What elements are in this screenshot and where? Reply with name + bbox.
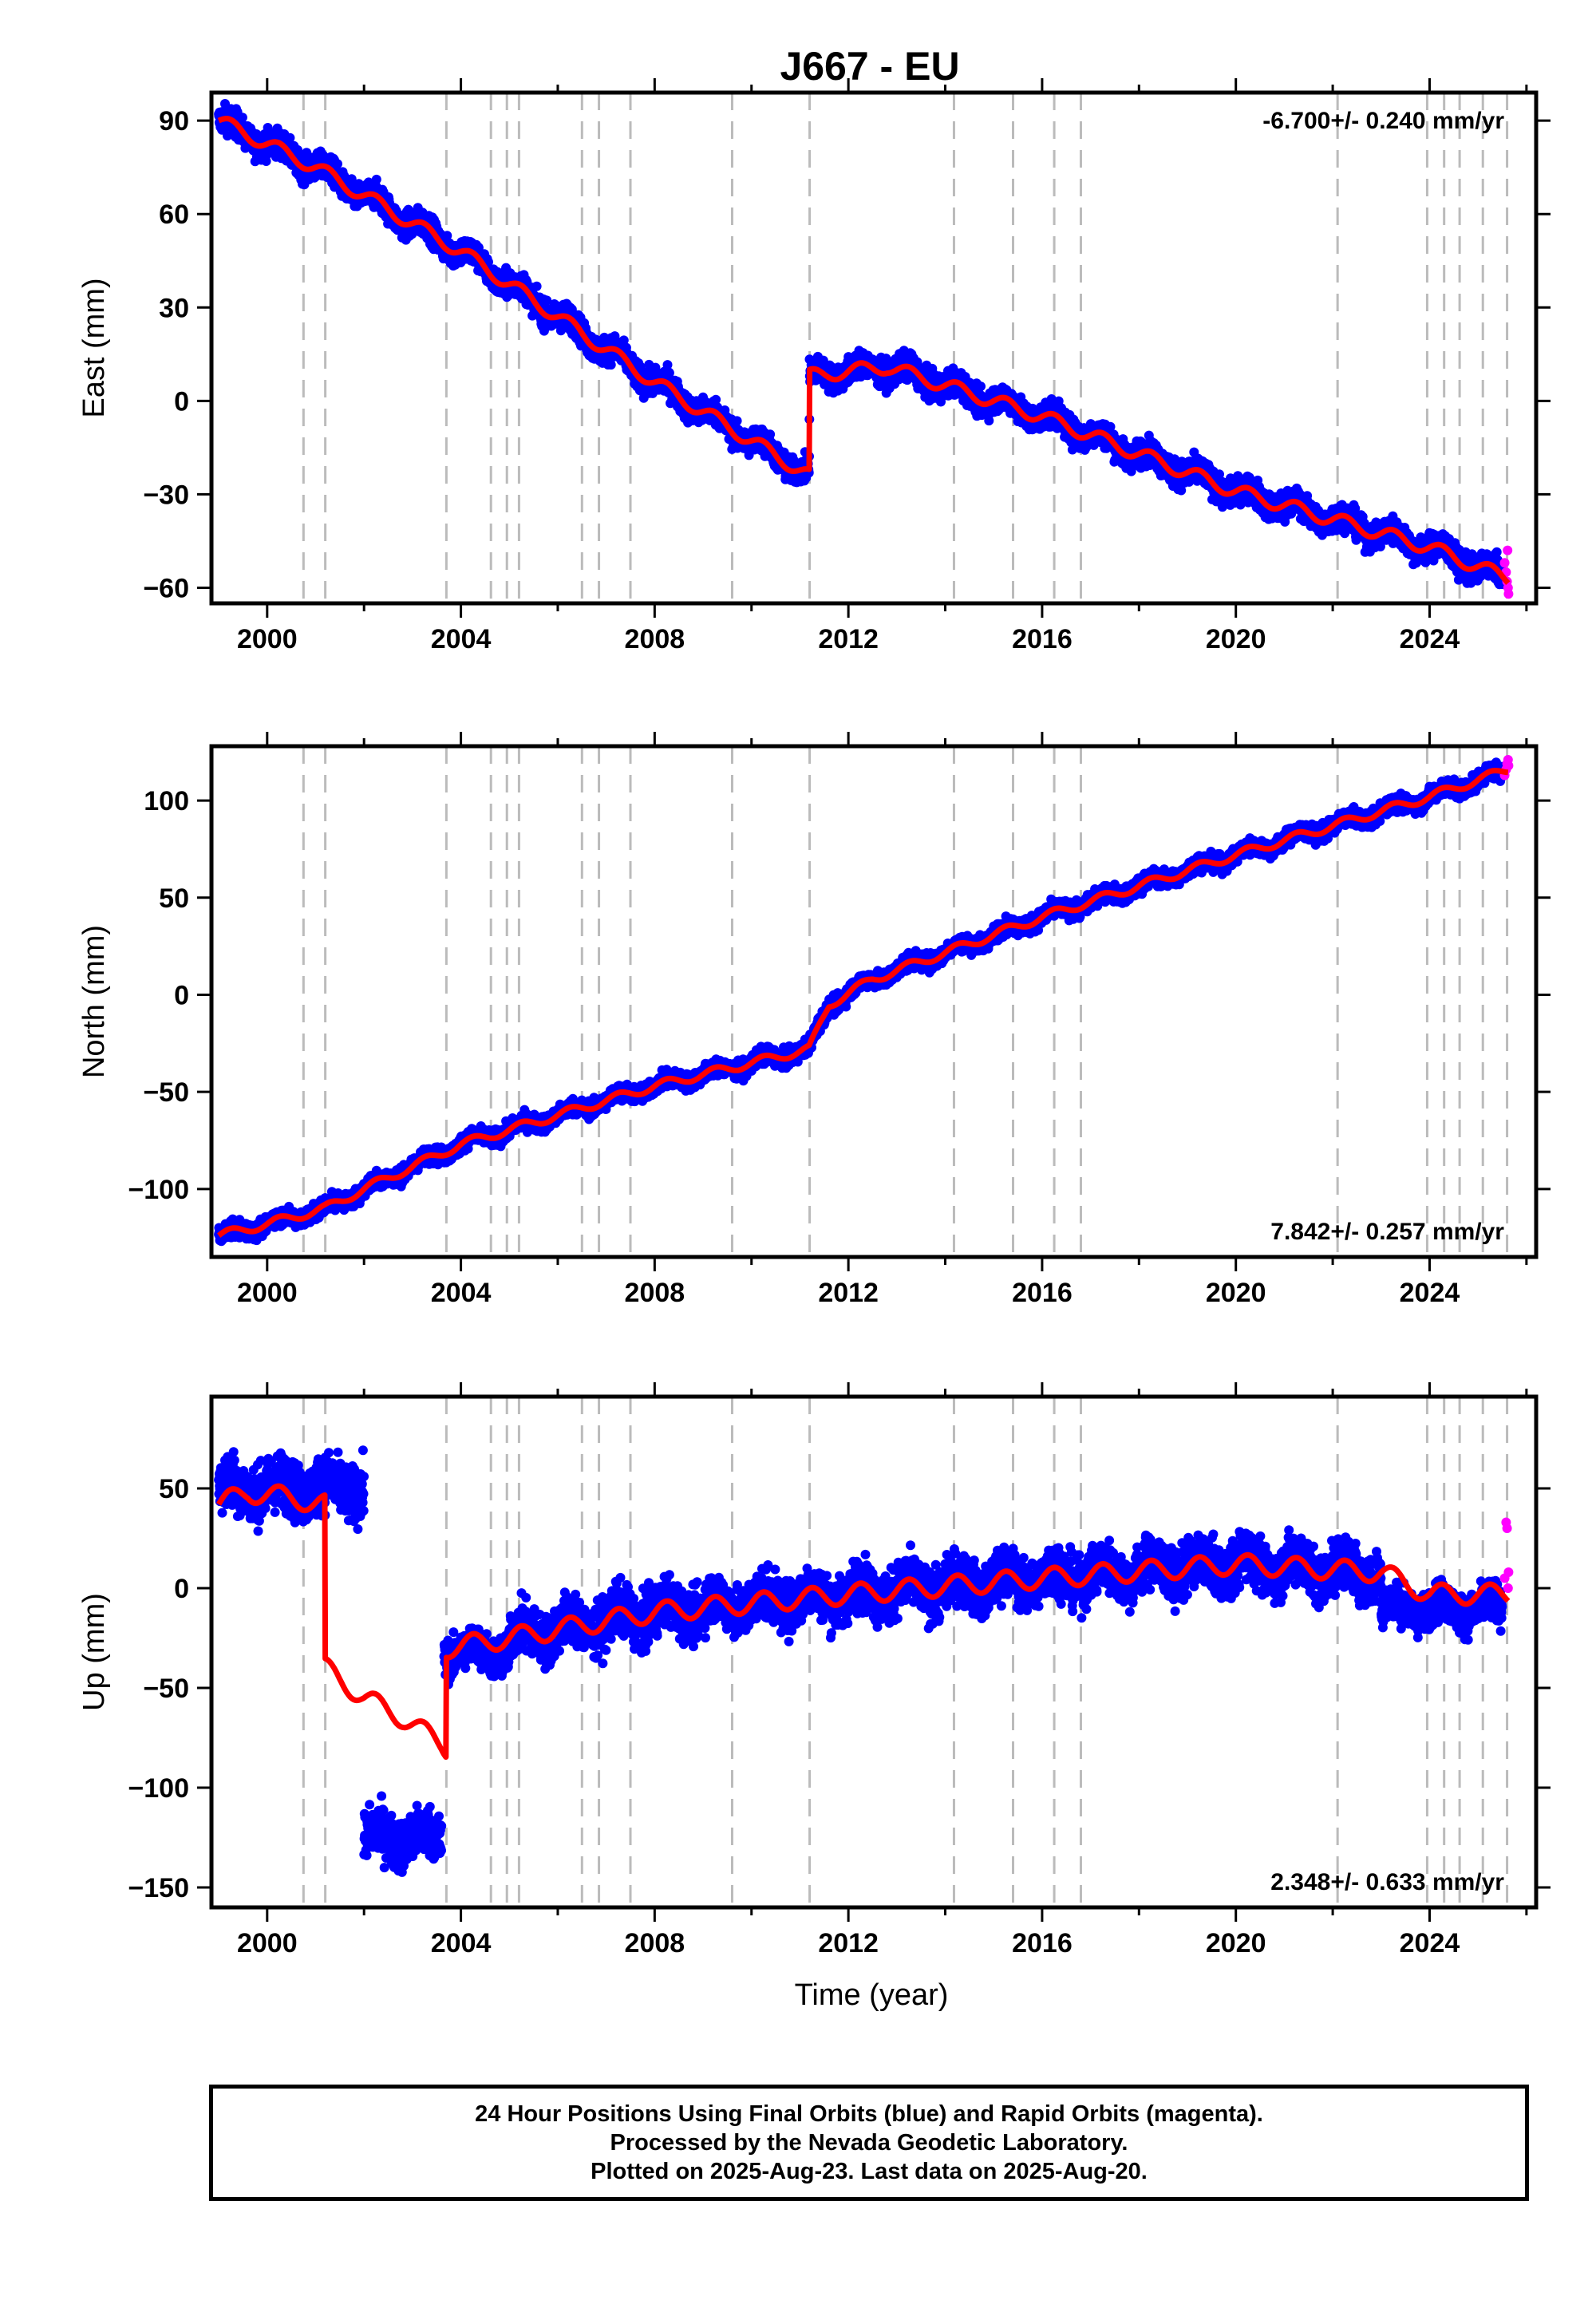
panels: 2000 2004 2008 2012 2016 2020 2024−60−30030609…	[77, 78, 1551, 1958]
data-point	[442, 231, 452, 241]
panel-east: 2000 2004 2008 2012 2016 2020 2024−60−30030609…	[77, 78, 1551, 654]
data-point	[333, 159, 342, 169]
data-point	[223, 131, 232, 141]
data-point	[285, 132, 295, 143]
plot-area	[214, 93, 1514, 603]
data-point	[984, 416, 994, 426]
data-point	[542, 295, 552, 306]
data-point	[976, 381, 986, 392]
data-point	[531, 281, 542, 291]
data-point	[732, 416, 742, 426]
data-point	[371, 174, 381, 184]
data-point	[237, 113, 247, 123]
figure-title: J667 - EU	[780, 44, 959, 89]
data-point	[606, 360, 616, 370]
